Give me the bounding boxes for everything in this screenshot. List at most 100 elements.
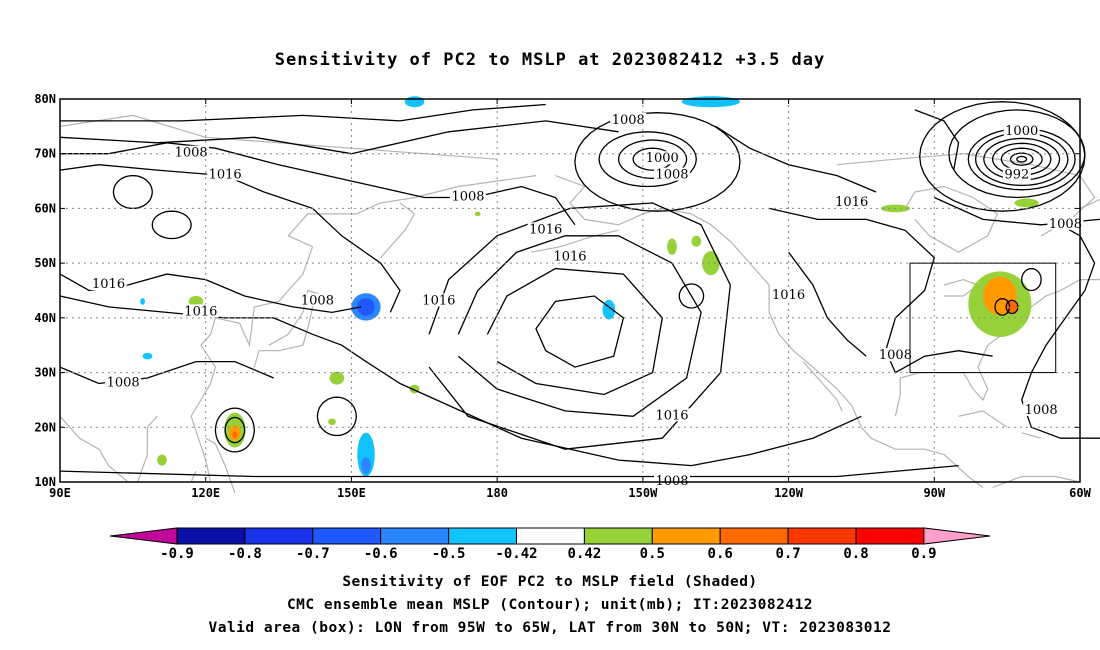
colorbar-bin [380, 527, 450, 545]
coastlines [59, 114, 1100, 494]
coastline-segment [802, 361, 843, 412]
mslp-contour [991, 142, 1052, 176]
mslp-contour [715, 125, 877, 193]
contour-label-bg [450, 189, 486, 203]
contour-label: 1008 [879, 348, 912, 363]
contour-label-bg [105, 375, 142, 389]
chart-title: Sensitivity of PC2 to MSLP at 2023082412… [274, 50, 826, 70]
contour-label-bg [770, 287, 807, 301]
caption-shaded: Sensitivity of EOF PC2 to MSLP field (Sh… [342, 574, 758, 590]
colorbar-tick-label: 0.5 [640, 546, 665, 562]
contour-label: 1016 [422, 293, 455, 308]
mslp-contour [919, 101, 1086, 212]
lat-tick-label: 30N [34, 366, 56, 380]
mslp-contours [59, 101, 1100, 478]
mslp-contour [1000, 147, 1043, 171]
sensitivity-shade-patch [329, 371, 345, 385]
contour-label-bg [654, 408, 690, 422]
lat-tick-label: 50N [34, 256, 56, 270]
contour-label: 992 [1004, 168, 1029, 183]
colorbar-high-triangle [923, 527, 991, 545]
contour-label: 1016 [835, 195, 868, 210]
colorbar-bin [651, 527, 721, 545]
mslp-contour [60, 142, 576, 226]
sensitivity-shade-patch [188, 296, 204, 307]
contour-label: 1016 [184, 304, 217, 319]
lat-tick-label: 20N [34, 420, 56, 434]
contour-label: 1000 [646, 151, 679, 166]
contour-label: 1000 [1005, 124, 1038, 139]
coastline-segment [530, 229, 619, 253]
colorbar-bin [176, 527, 246, 545]
colorbar-tick-label: 0.6 [708, 546, 733, 562]
contour-label: 1008 [451, 189, 484, 204]
lon-tick-label: 60W [1069, 486, 1091, 500]
lon-tick-label: 180 [486, 486, 508, 500]
valid-area-box [909, 262, 1057, 374]
colorbar-bin [583, 527, 653, 545]
map-gridlines [60, 99, 1080, 482]
mslp-contour [967, 127, 1076, 191]
mslp-contour [59, 164, 401, 313]
contour-label: 1016 [92, 277, 125, 292]
coastline-segment [253, 289, 329, 368]
lon-tick-label: 120E [191, 486, 220, 500]
contour-label: 1016 [529, 222, 562, 237]
lon-tick-label: 150E [337, 486, 366, 500]
contour-label: 1008 [612, 113, 645, 128]
colorbar-bin [244, 527, 314, 545]
coastline-segment [1021, 432, 1042, 439]
mslp-contour [112, 174, 153, 210]
mslp-contour [974, 132, 1069, 187]
lon-tick-label: 150W [628, 486, 658, 500]
coastline-segment [1079, 198, 1100, 209]
colorbar-low-triangle [109, 527, 178, 545]
lon-tick-label: 90W [923, 486, 945, 500]
sensitivity-shade-patch [361, 457, 371, 474]
coastline-segment [958, 410, 1008, 428]
caption-contour: CMC ensemble mean MSLP (Contour); unit(m… [286, 597, 814, 613]
contour-label: 1016 [209, 168, 242, 183]
contour-label-bg [527, 222, 564, 236]
mslp-contour [1005, 299, 1019, 315]
sensitivity-shade-patch [157, 454, 167, 466]
colorbar-bin [516, 527, 585, 545]
lat-tick-label: 60N [34, 201, 56, 215]
mslp-contour [914, 109, 960, 171]
contour-labels: 1008 1000 1008 1000 992 1008 1016 1008 1016 1016 1… [90, 112, 1084, 489]
contour-label-bg [299, 293, 336, 307]
contour-label: 1008 [655, 168, 688, 183]
colorbar-tick-label: -0.8 [228, 546, 262, 562]
mslp-contour [1016, 155, 1028, 163]
caption-valid-area: Valid area (box): LON from 95W to 65W, L… [208, 620, 892, 636]
mslp-contour [224, 416, 246, 444]
colorbar-tick-label: 0.42 [568, 546, 602, 562]
colorbar-tick-label: -0.5 [432, 546, 466, 562]
coastline-segment [555, 175, 984, 488]
lat-tick-label: 70N [34, 147, 56, 161]
contour-label-bg [1023, 402, 1060, 416]
sensitivity-shade-patch [474, 211, 481, 217]
mslp-contour [214, 407, 255, 453]
colorbar-bin [312, 527, 382, 545]
coastline-segment [205, 437, 236, 494]
contour-label-bg [877, 348, 914, 362]
contour-label-bg [833, 194, 870, 208]
mslp-contour [60, 103, 546, 122]
contour-label: 1016 [553, 250, 586, 265]
mslp-contour [678, 283, 705, 309]
sensitivity-shade-patch [328, 418, 336, 426]
colorbar-bin [719, 527, 789, 545]
contour-label-bg [552, 249, 588, 263]
map-frame [59, 98, 1081, 483]
contour-label-bg [420, 293, 457, 307]
lat-tick-label: 40N [34, 311, 56, 325]
contour-label: 1008 [107, 376, 140, 391]
contour-label-bg [654, 167, 690, 181]
coastline-segment [190, 175, 537, 483]
contour-label-bg [1002, 167, 1031, 181]
coastline-segment [837, 153, 1096, 237]
contour-label-bg [1047, 216, 1084, 230]
coastline-segment [59, 114, 498, 160]
